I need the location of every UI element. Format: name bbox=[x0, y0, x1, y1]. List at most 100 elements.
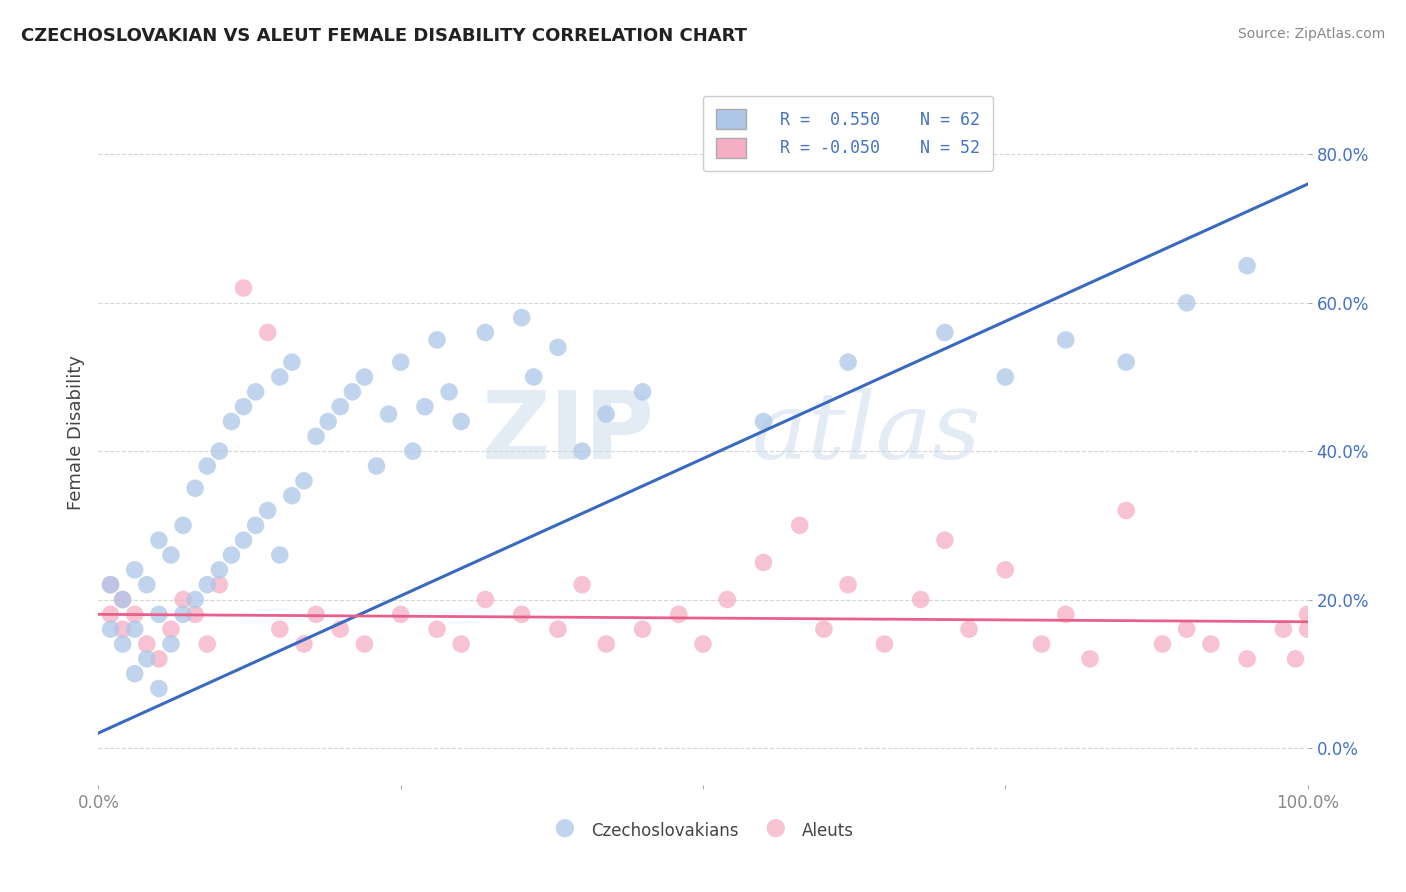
Point bbox=[329, 622, 352, 636]
Text: Source: ZipAtlas.com: Source: ZipAtlas.com bbox=[1237, 27, 1385, 41]
Point bbox=[292, 474, 315, 488]
Point bbox=[256, 326, 278, 340]
Point bbox=[752, 556, 775, 570]
Point bbox=[135, 652, 157, 666]
Point bbox=[232, 281, 254, 295]
Point bbox=[1284, 652, 1306, 666]
Text: CZECHOSLOVAKIAN VS ALEUT FEMALE DISABILITY CORRELATION CHART: CZECHOSLOVAKIAN VS ALEUT FEMALE DISABILI… bbox=[21, 27, 747, 45]
Point bbox=[232, 400, 254, 414]
Point bbox=[437, 384, 460, 399]
Point bbox=[148, 652, 170, 666]
Point bbox=[329, 400, 352, 414]
Point bbox=[124, 666, 146, 681]
Point bbox=[934, 533, 956, 548]
Point bbox=[547, 340, 569, 354]
Point bbox=[692, 637, 714, 651]
Point bbox=[631, 622, 654, 636]
Point bbox=[402, 444, 425, 458]
Point bbox=[1199, 637, 1222, 651]
Point bbox=[281, 489, 304, 503]
Point bbox=[668, 607, 690, 622]
Point bbox=[1078, 652, 1101, 666]
Point bbox=[1296, 607, 1319, 622]
Point bbox=[474, 592, 496, 607]
Point bbox=[184, 592, 207, 607]
Point bbox=[571, 577, 593, 591]
Point bbox=[124, 622, 146, 636]
Text: ZIP: ZIP bbox=[482, 386, 655, 479]
Point bbox=[994, 370, 1017, 384]
Point bbox=[1054, 607, 1077, 622]
Point bbox=[195, 458, 218, 473]
Point bbox=[135, 637, 157, 651]
Point bbox=[1054, 333, 1077, 347]
Point bbox=[111, 592, 134, 607]
Point bbox=[208, 577, 231, 591]
Point bbox=[221, 548, 243, 562]
Point bbox=[595, 637, 617, 651]
Point bbox=[269, 622, 291, 636]
Point bbox=[160, 622, 183, 636]
Point bbox=[1296, 622, 1319, 636]
Point bbox=[523, 370, 546, 384]
Point bbox=[305, 429, 328, 443]
Point bbox=[221, 415, 243, 429]
Point bbox=[1175, 622, 1198, 636]
Point bbox=[172, 607, 194, 622]
Y-axis label: Female Disability: Female Disability bbox=[66, 355, 84, 510]
Point bbox=[426, 333, 449, 347]
Point bbox=[631, 384, 654, 399]
Point bbox=[269, 370, 291, 384]
Point bbox=[195, 577, 218, 591]
Text: atlas: atlas bbox=[751, 388, 981, 477]
Point bbox=[111, 592, 134, 607]
Point bbox=[994, 563, 1017, 577]
Point bbox=[208, 444, 231, 458]
Point bbox=[510, 607, 533, 622]
Point bbox=[450, 637, 472, 651]
Point bbox=[305, 607, 328, 622]
Point bbox=[789, 518, 811, 533]
Point bbox=[873, 637, 896, 651]
Point bbox=[353, 637, 375, 651]
Point bbox=[100, 622, 122, 636]
Point bbox=[281, 355, 304, 369]
Point bbox=[957, 622, 980, 636]
Point bbox=[1175, 295, 1198, 310]
Point bbox=[837, 355, 859, 369]
Point bbox=[184, 607, 207, 622]
Point bbox=[377, 407, 399, 421]
Point bbox=[474, 326, 496, 340]
Point bbox=[148, 607, 170, 622]
Point bbox=[111, 622, 134, 636]
Point bbox=[195, 637, 218, 651]
Point bbox=[160, 548, 183, 562]
Point bbox=[389, 607, 412, 622]
Point bbox=[232, 533, 254, 548]
Point bbox=[316, 415, 339, 429]
Point bbox=[1031, 637, 1053, 651]
Point bbox=[353, 370, 375, 384]
Point bbox=[269, 548, 291, 562]
Point bbox=[184, 481, 207, 495]
Point bbox=[172, 592, 194, 607]
Point bbox=[1272, 622, 1295, 636]
Point bbox=[813, 622, 835, 636]
Point bbox=[135, 577, 157, 591]
Point bbox=[413, 400, 436, 414]
Point bbox=[510, 310, 533, 325]
Point bbox=[571, 444, 593, 458]
Legend: Czechoslovakians, Aleuts: Czechoslovakians, Aleuts bbox=[546, 814, 860, 847]
Point bbox=[111, 637, 134, 651]
Point bbox=[124, 607, 146, 622]
Point bbox=[595, 407, 617, 421]
Point bbox=[292, 637, 315, 651]
Point bbox=[837, 577, 859, 591]
Point bbox=[245, 384, 267, 399]
Point bbox=[245, 518, 267, 533]
Point bbox=[100, 577, 122, 591]
Point bbox=[172, 518, 194, 533]
Point bbox=[124, 563, 146, 577]
Point bbox=[450, 415, 472, 429]
Point bbox=[148, 533, 170, 548]
